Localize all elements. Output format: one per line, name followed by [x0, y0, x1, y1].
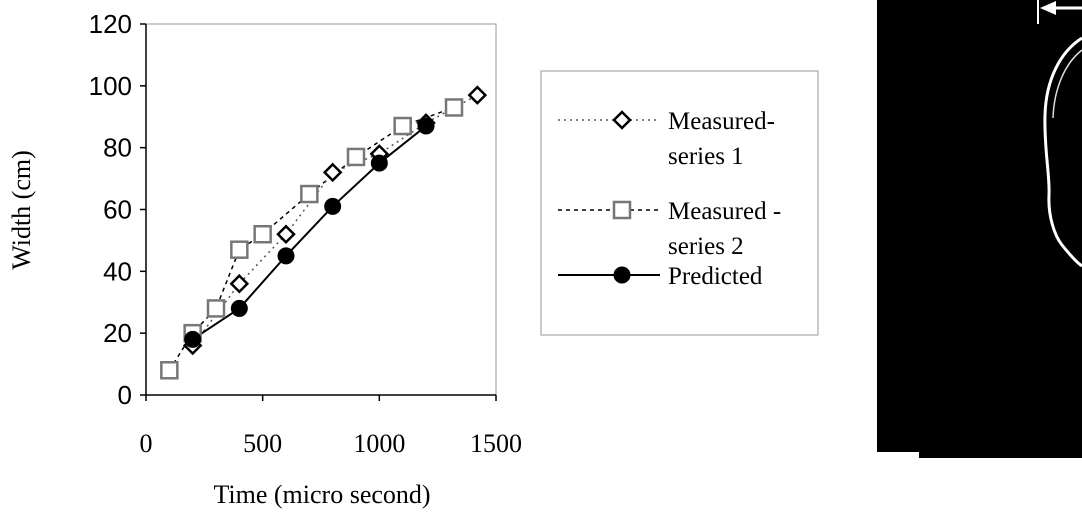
y-tick-label: 40 [103, 256, 132, 286]
legend-box [540, 70, 819, 336]
data-point-series-2 [300, 184, 319, 204]
series-line-2 [168, 106, 455, 371]
y-tick-label: 100 [89, 71, 132, 101]
flame-outline-photo [877, 0, 1082, 458]
x-tick-label: 1000 [353, 429, 405, 458]
data-point-series-3 [324, 197, 342, 215]
y-tick-label: 120 [89, 9, 132, 39]
flame-outline-curve [1043, 36, 1082, 268]
legend-marker-1 [612, 110, 632, 130]
data-point-series-3 [370, 154, 388, 172]
arrow-head-icon [1040, 1, 1056, 15]
legend-label-3: Predicted [668, 263, 763, 290]
data-point-series-3 [184, 330, 202, 348]
photo-corner-notch [877, 452, 919, 458]
legend-marker-3 [613, 266, 631, 284]
data-point-series-3 [277, 247, 295, 265]
x-tick-label: 1500 [470, 429, 522, 458]
y-tick-label: 20 [103, 318, 132, 348]
y-tick-label: 60 [103, 195, 132, 225]
y-tick-label: 0 [118, 380, 132, 410]
data-point-series-2 [346, 147, 366, 167]
series-marks [160, 85, 488, 380]
photo-background [877, 0, 1082, 458]
legend: Measured-series 1 Measured -series 2 Predi… [558, 108, 781, 290]
series-line-3 [192, 125, 427, 341]
data-point-series-3 [230, 299, 248, 317]
legend-label-1: Measured-series 1 [668, 108, 775, 170]
x-tick-label: 500 [243, 429, 282, 458]
data-point-series-2 [253, 224, 272, 244]
y-axis-ticks: 0 20 40 60 80 100 120 [89, 9, 146, 410]
legend-label-2: Measured -series 2 [668, 198, 781, 260]
series-lines [168, 94, 478, 371]
x-axis-label: Time (micro second) [213, 480, 430, 509]
data-point-series-2 [444, 98, 464, 117]
legend-marker-2 [612, 200, 632, 220]
data-point-series-2 [230, 240, 249, 259]
data-point-series-2 [393, 116, 412, 136]
data-point-series-1 [276, 224, 296, 245]
data-point-series-1 [322, 162, 343, 183]
data-point-series-1 [229, 273, 250, 294]
data-point-series-3 [417, 117, 435, 135]
data-point-series-2 [206, 299, 226, 318]
data-point-series-2 [160, 361, 179, 380]
y-axis-label: Width (cm) [7, 150, 36, 270]
x-axis-ticks: 0 500 1000 1500 [140, 395, 522, 458]
y-tick-label: 80 [103, 133, 132, 163]
data-point-series-1 [467, 85, 488, 105]
flame-inner-curve [1052, 49, 1082, 119]
x-tick-label: 0 [140, 429, 153, 458]
